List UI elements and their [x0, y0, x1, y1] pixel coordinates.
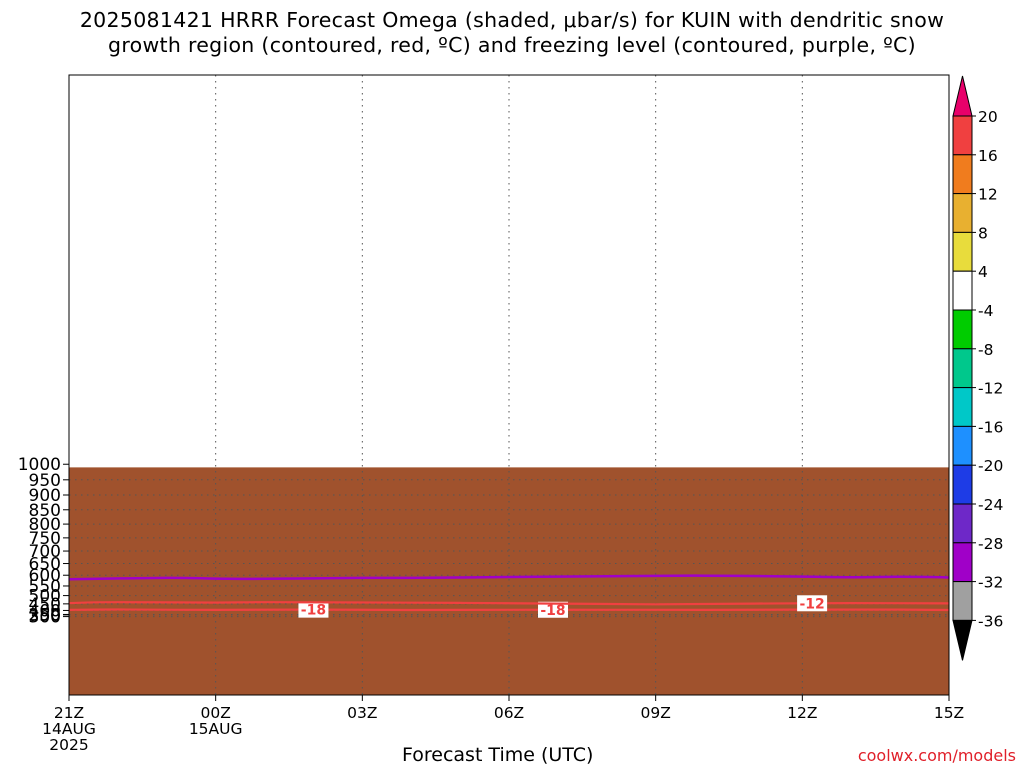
- colorbar-bottom-triangle: [952, 619, 973, 661]
- x-tick-label-3-0: 00Z: [200, 704, 230, 722]
- x-tick-label-15-0: 12Z: [787, 704, 817, 722]
- colorbar-label-0: 20: [978, 108, 998, 126]
- y-tick-label-950: 950: [29, 471, 61, 491]
- y-tick-label-450: 450: [29, 595, 61, 615]
- colorbar-bin-10: [952, 503, 973, 544]
- y-tick-label-750: 750: [29, 529, 61, 549]
- y-tick-label-600: 600: [29, 566, 61, 586]
- y-tick-label-650: 650: [29, 555, 61, 575]
- y-tick-label-300: 300: [29, 608, 61, 628]
- x-tick-label-0-1: 14AUG: [42, 720, 96, 738]
- x-tick-label-0-0: 21Z: [54, 704, 84, 722]
- y-tick-label-700: 700: [29, 542, 61, 562]
- y-tick-label-250: 250: [29, 605, 61, 625]
- title-line-2: growth region (contoured, red, ºC) and f…: [108, 33, 916, 57]
- colorbar-bin-3: [952, 231, 973, 272]
- colorbar-label-9: -20: [978, 457, 1003, 475]
- x-axis-label: Forecast Time (UTC): [402, 744, 594, 766]
- y-tick-label-500: 500: [29, 587, 61, 607]
- colorbar-bin-0: [952, 115, 973, 156]
- x-tick-label-0-2: 2025: [49, 736, 88, 754]
- x-tick-label-6-0: 03Z: [347, 704, 377, 722]
- x-tick-label-18-0: 15Z: [934, 704, 964, 722]
- y-tick-label-1000: 1000: [18, 455, 61, 475]
- colorbar-label-5: -4: [978, 302, 993, 320]
- colorbar-top-triangle: [952, 75, 973, 117]
- colorbar: 20 16 12 8 4 -4 -8 -12 -16 -20 -24 -28 -32 -36: [952, 75, 1003, 661]
- contour-label-bg-1-0: [797, 595, 828, 612]
- x-tick-label-3-1: 15AUG: [189, 720, 243, 738]
- y-tick-label-800: 800: [29, 515, 61, 535]
- axes: 2503003504004505005506006507007508008509…: [18, 74, 964, 754]
- colorbar-label-7: -12: [978, 380, 1003, 398]
- colorbar-bin-8: [952, 425, 973, 466]
- site-credit[interactable]: coolwx.com/models: [857, 746, 1016, 765]
- contour-label-bg-0-0: [298, 601, 329, 618]
- temp-contour-1: [69, 601, 949, 606]
- colorbar-label-11: -28: [978, 535, 1003, 553]
- colorbar-label-1: 16: [978, 147, 998, 165]
- colorbar-bin-6: [952, 348, 973, 389]
- colorbar-bin-7: [952, 387, 973, 427]
- gridlines: [69, 75, 949, 695]
- y-tick-label-400: 400: [29, 601, 61, 621]
- colorbar-bin-5: [952, 309, 973, 350]
- y-tick-label-850: 850: [29, 501, 61, 521]
- contour-label-bg-0-1: [538, 601, 568, 618]
- colorbar-label-10: -24: [978, 496, 1003, 514]
- colorbar-label-6: -8: [978, 341, 993, 359]
- y-tick-label-550: 550: [29, 577, 61, 597]
- y-tick-label-900: 900: [29, 486, 61, 506]
- colorbar-label-4: 4: [978, 263, 988, 281]
- colorbar-label-2: 12: [978, 186, 998, 204]
- colorbar-label-13: -36: [978, 612, 1003, 630]
- title-line-1: 2025081421 HRRR Forecast Omega (shaded, …: [79, 8, 945, 32]
- colorbar-label-8: -16: [978, 418, 1003, 436]
- contour-label-0-1: -18: [540, 603, 565, 619]
- contour-label-0-0: -18: [301, 603, 326, 619]
- y-tick-label-350: 350: [29, 606, 61, 626]
- colorbar-bin-12: [952, 581, 973, 621]
- colorbar-bin-2: [952, 193, 973, 233]
- colorbar-label-12: -32: [978, 574, 1003, 592]
- x-tick-label-12-0: 09Z: [640, 704, 670, 722]
- colorbar-bin-4: [952, 270, 973, 311]
- contour-lines: -18 -18 -12: [69, 574, 949, 619]
- colorbar-bin-11: [952, 542, 973, 583]
- freezing-level-line: [69, 574, 949, 581]
- colorbar-bin-9: [952, 464, 973, 505]
- chart-title: 2025081421 HRRR Forecast Omega (shaded, …: [0, 8, 1024, 58]
- colorbar-bin-1: [952, 154, 973, 195]
- colorbar-label-3: 8: [978, 224, 988, 242]
- contour-label-1-0: -12: [799, 596, 824, 612]
- x-tick-label-9-0: 06Z: [494, 704, 524, 722]
